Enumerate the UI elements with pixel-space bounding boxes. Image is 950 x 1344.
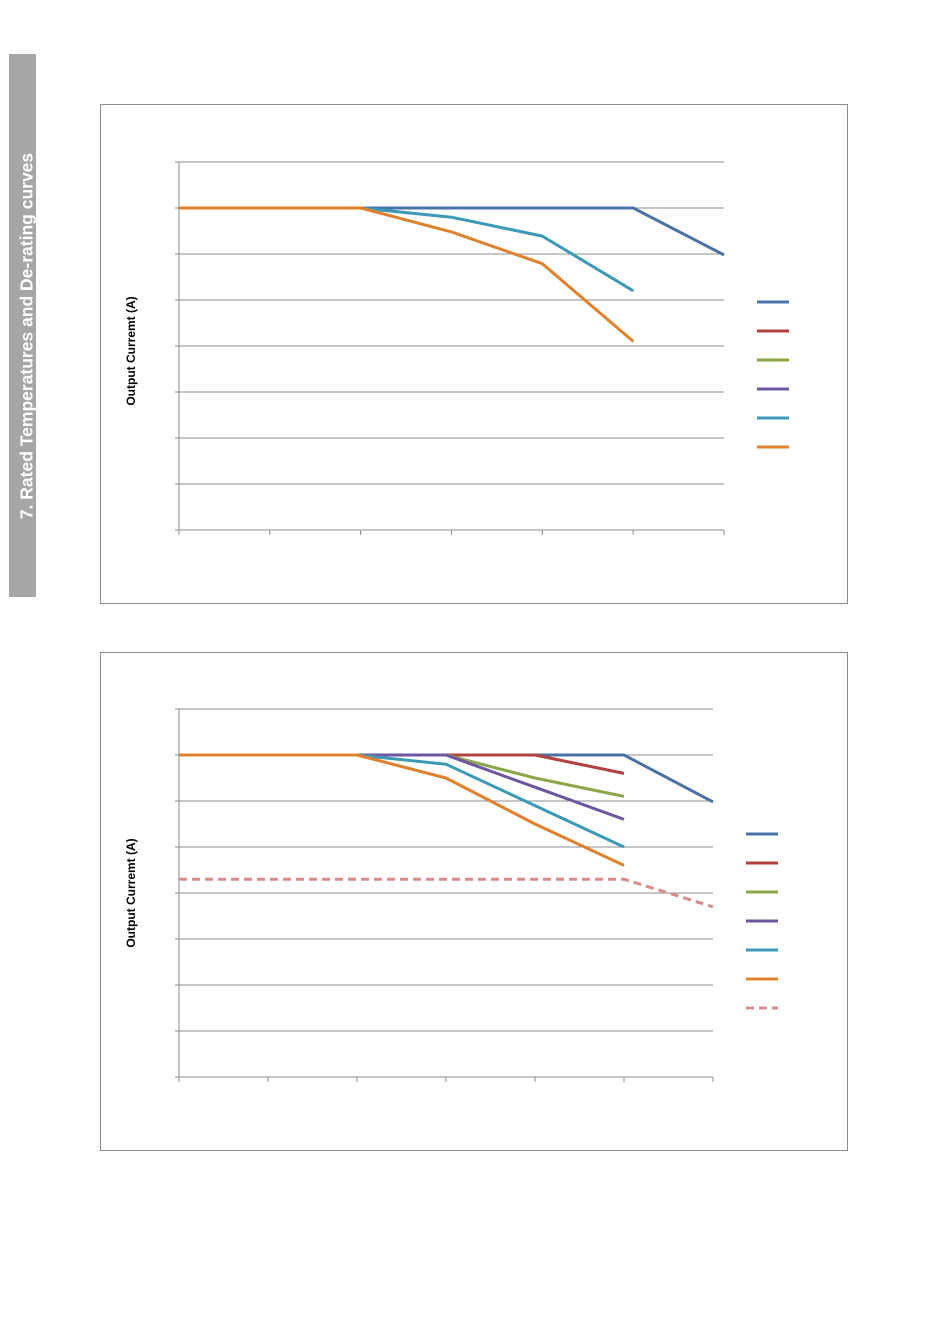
series-line-6 [179,753,625,867]
series-line-2 [179,753,625,775]
series-line-3 [179,753,625,798]
section-title: 7. Rated Temperatures and De-rating curv… [16,152,37,520]
series-line-6 [179,206,635,343]
series-line-4 [179,753,625,821]
section-tab [9,54,36,597]
series-line-7 [179,877,714,909]
derating-chart-1: Output Curremt (A) [100,104,848,604]
chart-canvas [175,161,789,535]
chart-canvas [175,708,778,1082]
derating-chart-2: Output Curremt (A) [100,652,848,1151]
